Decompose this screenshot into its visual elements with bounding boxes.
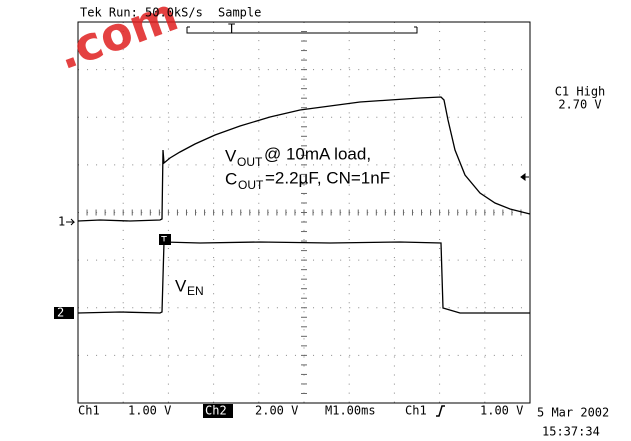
- trigger-level: 1.00 V: [480, 404, 523, 418]
- ch2-label: Ch2: [205, 404, 227, 418]
- timebase: M1.00ms: [325, 404, 376, 418]
- annotation-text: @ 10mA load,: [264, 144, 371, 163]
- graticule: [78, 22, 530, 403]
- measure-label: C1 High: [555, 85, 606, 99]
- record-bracket: [187, 27, 417, 33]
- ch2-marker: 2: [57, 306, 64, 320]
- annotation-sub: EN: [187, 284, 204, 298]
- annotation-text: =2.2µF, CN=1nF: [265, 168, 390, 187]
- annotation-v: V: [225, 146, 237, 165]
- ch1-label: Ch1: [78, 404, 100, 418]
- trigger-source: Ch1: [405, 404, 427, 418]
- annotation-v: V: [175, 276, 187, 295]
- ch2-scale: 2.00 V: [255, 404, 298, 418]
- trigger-slope: [436, 406, 445, 416]
- date: 5 Mar 2002: [537, 406, 609, 420]
- status: Tek Run: 50.0kS/s: [80, 6, 203, 20]
- trigger-position: T: [228, 22, 235, 36]
- ch1-scale: 1.00 V: [128, 404, 171, 418]
- ch1-marker: 1: [58, 215, 65, 229]
- annotation-c: C: [225, 169, 237, 188]
- ch1-arrow: [66, 219, 74, 225]
- annotation-sub: OUT: [237, 155, 263, 169]
- trigger-level-arrow: [521, 174, 529, 180]
- time: 15:37:34: [542, 425, 600, 439]
- annotation-sub: OUT: [238, 178, 264, 192]
- measure-value: 2.70 V: [558, 98, 601, 112]
- acq-mode: Sample: [218, 6, 261, 20]
- scope-screen: .com Tek Run: 50.0kS/s Sample T C1 High …: [0, 0, 631, 441]
